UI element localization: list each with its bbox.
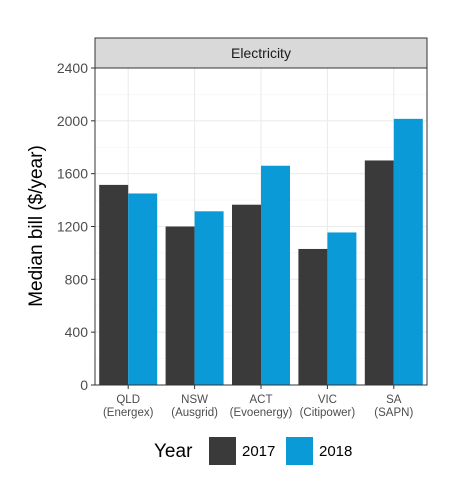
legend-title: Year <box>154 441 193 462</box>
legend-key-2017 <box>209 437 236 465</box>
x-tick-label: (Ausgrid) <box>171 407 218 419</box>
bar-nsw-2017 <box>165 226 195 385</box>
bars <box>99 118 423 385</box>
y-tick-label: 0 <box>80 377 88 393</box>
bar-qld-2017 <box>99 184 129 385</box>
y-tick-label: 1600 <box>57 166 88 182</box>
x-tick-label: ACT <box>250 394 273 406</box>
bar-nsw-2018 <box>194 211 224 385</box>
bar-vic-2018 <box>327 232 357 385</box>
y-tick-label: 2400 <box>57 60 88 76</box>
bar-sa-2018 <box>393 118 423 385</box>
y-axis-title: Median bill ($/year) <box>26 145 47 307</box>
legend-label-2017: 2017 <box>242 443 275 460</box>
legend-label-2018: 2018 <box>319 443 352 460</box>
x-tick-label: VIC <box>318 394 337 406</box>
x-tick-label: (Evoenergy) <box>230 407 293 419</box>
legend-key-2018 <box>286 437 313 465</box>
y-tick-label: 800 <box>65 271 89 287</box>
x-tick-label: NSW <box>181 394 208 406</box>
x-axis: QLD(Energex) NSW(Ausgrid) ACT(Evoenergy) VI… <box>103 385 413 419</box>
bar-vic-2017 <box>298 248 328 385</box>
y-tick-label: 2000 <box>57 113 88 129</box>
x-tick-label: (Energex) <box>103 407 154 419</box>
x-tick-label: (SAPN) <box>374 407 413 419</box>
x-tick-label: SA <box>386 394 402 406</box>
legend: Year 2017 2018 <box>154 437 352 465</box>
bar-qld-2018 <box>128 193 158 385</box>
bar-act-2017 <box>232 204 261 385</box>
y-axis: 0 400 800 1200 1600 2000 2400 <box>57 60 95 393</box>
facet-title: Electricity <box>231 45 291 61</box>
bar-act-2018 <box>261 165 290 385</box>
bar-sa-2017 <box>364 160 394 385</box>
x-tick-label: QLD <box>116 394 140 406</box>
y-tick-label: 400 <box>65 324 89 340</box>
facet-strip <box>94 37 428 69</box>
y-tick-label: 1200 <box>57 219 88 235</box>
x-tick-label: (Citipower) <box>300 407 356 419</box>
